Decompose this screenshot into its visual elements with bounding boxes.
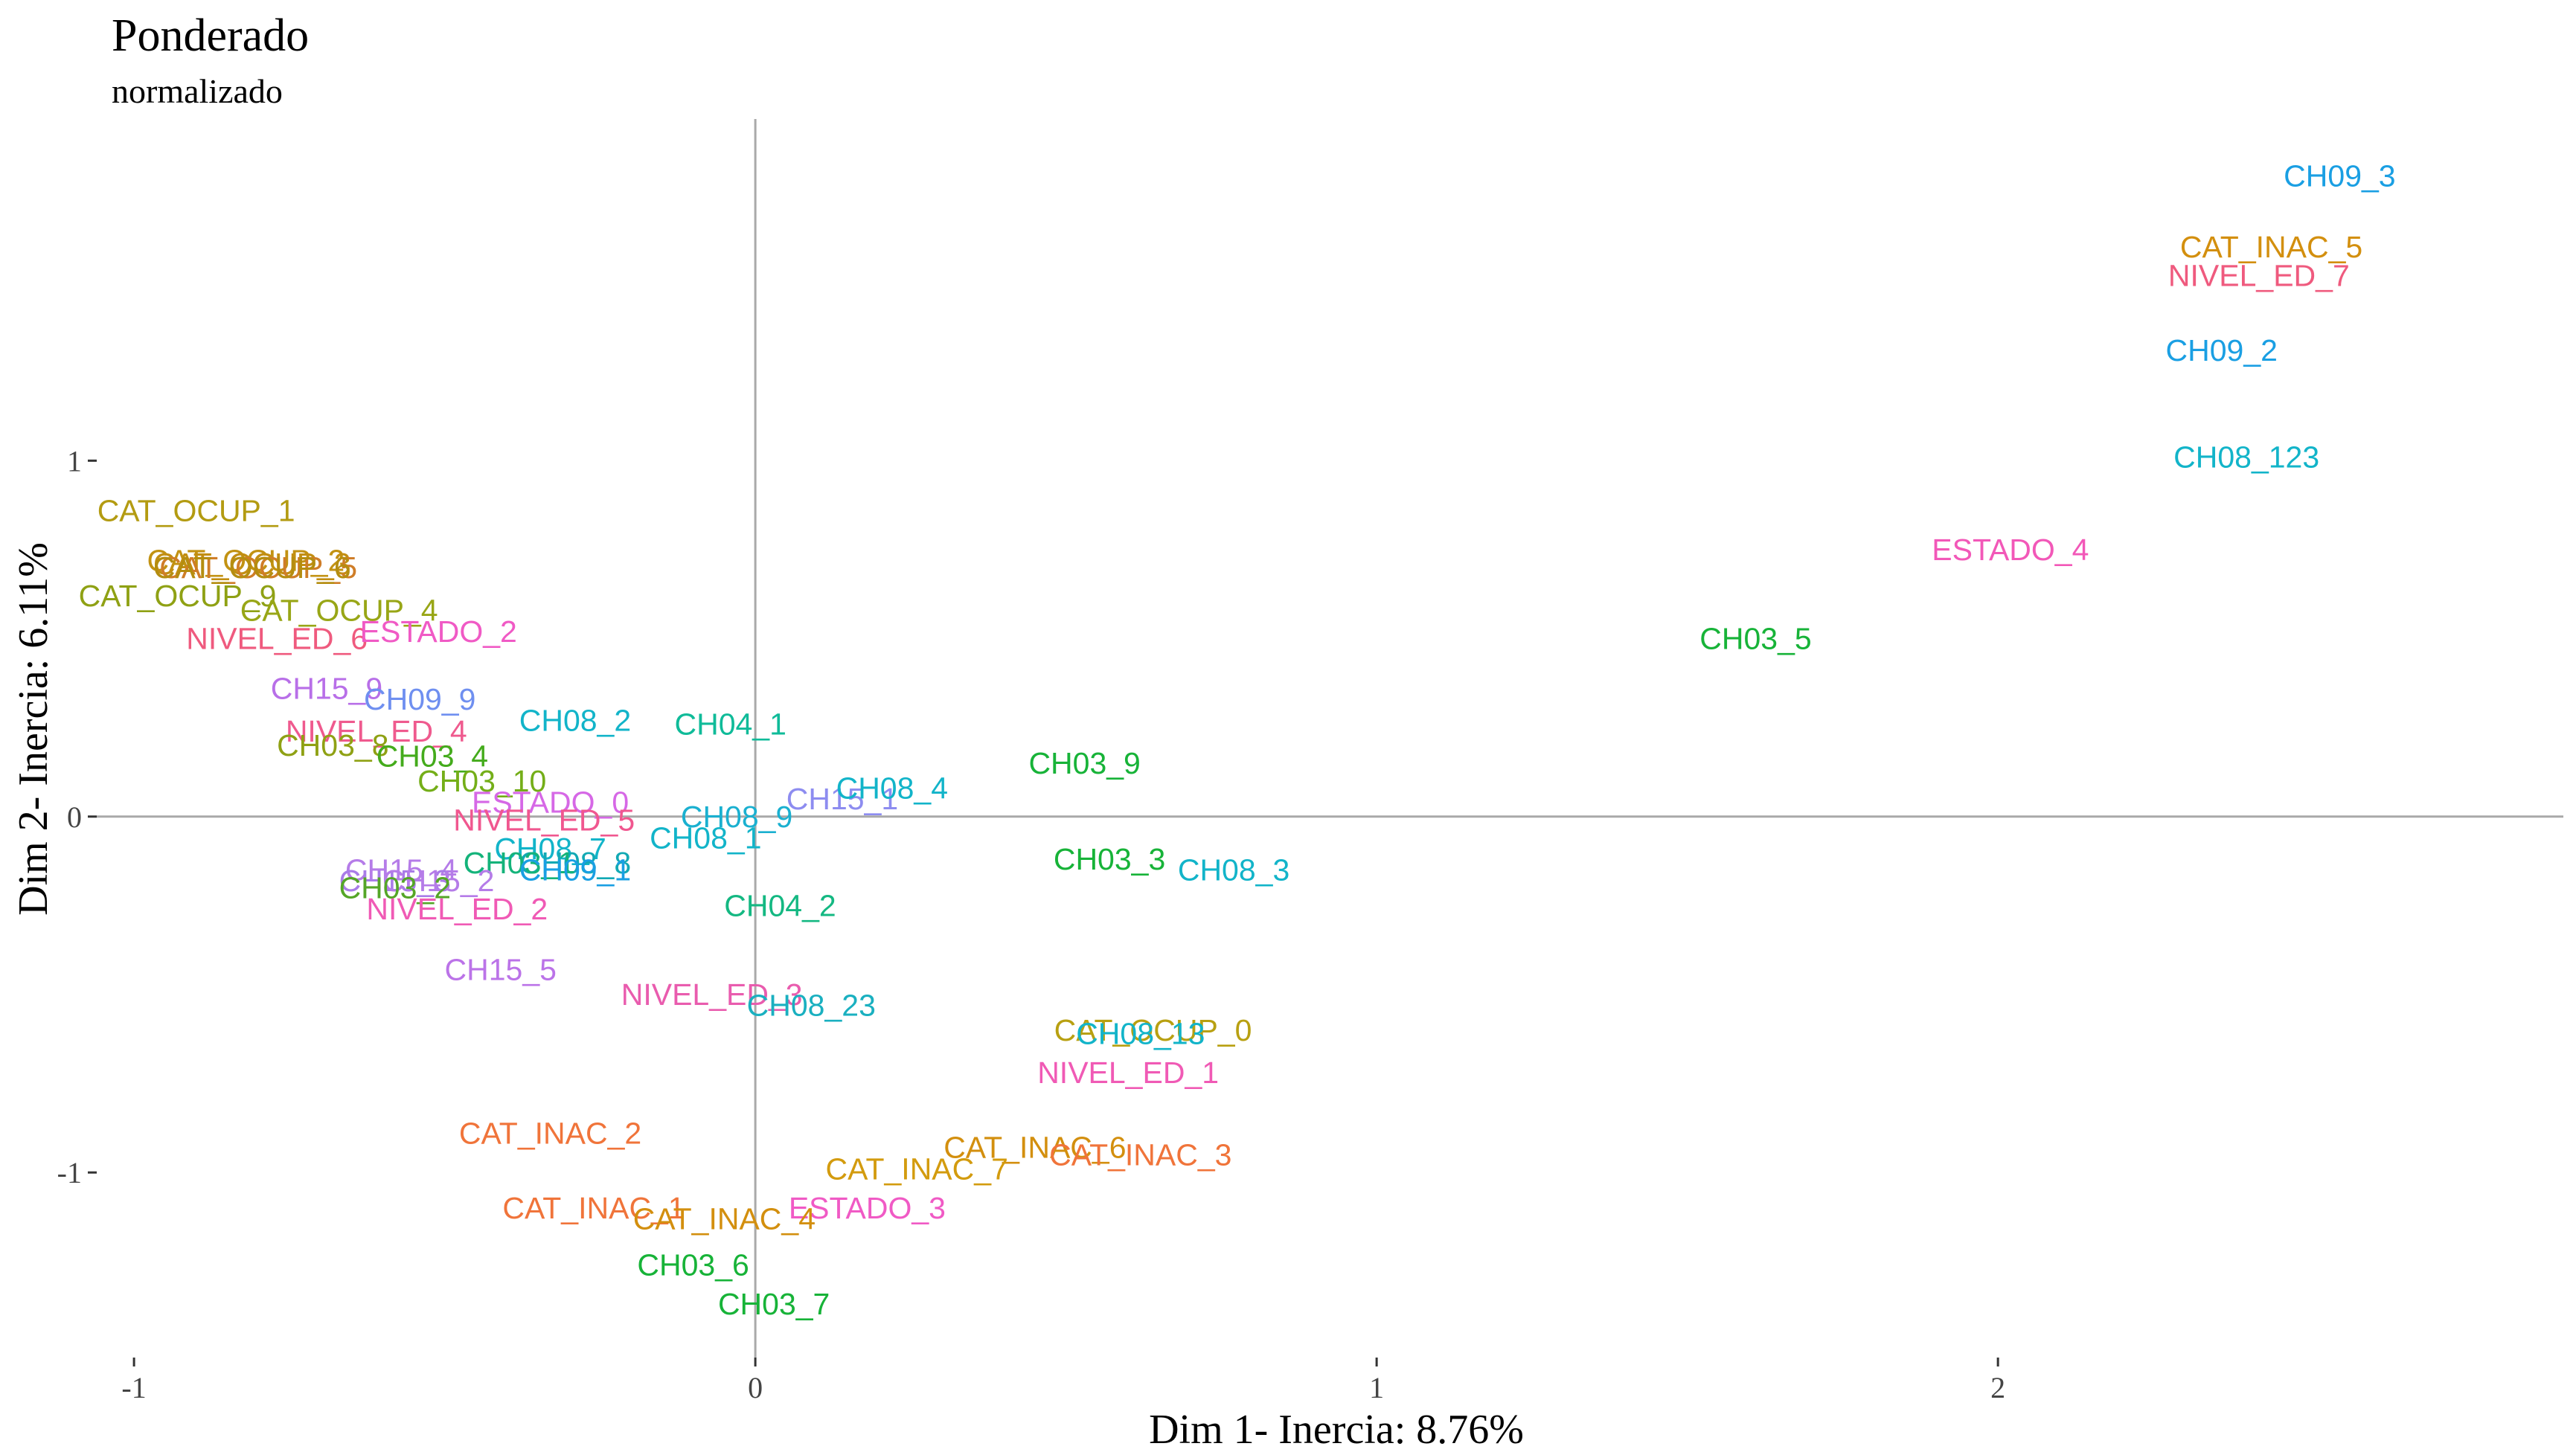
x-tick-label: 2 [1990, 1371, 2005, 1404]
point-label-ch03-7: CH03_7 [718, 1287, 830, 1321]
point-label-nivel-ed-1: NIVEL_ED_1 [1037, 1056, 1219, 1090]
y-axis-title: Dim 2- Inercia: 6.11% [10, 542, 57, 916]
point-label-ch08-3: CH08_3 [1178, 853, 1289, 887]
point-label-ch15-5: CH15_5 [445, 952, 557, 986]
point-label-ch08-9: CH08_9 [681, 800, 792, 834]
point-label-cat-inac-7: CAT_INAC_7 [826, 1152, 1008, 1186]
point-label-cat-ocup-5: CAT_OCUP_5 [159, 550, 357, 585]
point-label-nivel-ed-7: NIVEL_ED_7 [2168, 259, 2350, 293]
point-label-ch03-2: CH03_2 [339, 870, 451, 905]
point-label-ch03-9: CH03_9 [1028, 746, 1140, 780]
point-label-estado-2: ESTADO_2 [360, 614, 517, 649]
point-label-ch08-13: CH08_13 [1076, 1017, 1205, 1051]
chart-title: Ponderado [112, 10, 309, 61]
point-label-ch08-4: CH08_4 [836, 771, 948, 805]
point-label-ch03-8: CH03_8 [277, 728, 388, 762]
point-label-nivel-ed-5: NIVEL_ED_5 [453, 803, 635, 838]
point-label-ch08-7: CH08_7 [494, 832, 606, 866]
point-label-estado-0: ESTADO_0 [472, 786, 629, 820]
point-label-ch03-6: CH03_6 [637, 1248, 749, 1282]
point-label-cat-ocup-3: CAT_OCUP_3 [153, 547, 351, 581]
point-label-cat-ocup-2: CAT_OCUP_2 [147, 543, 345, 577]
y-tick-label: -1 [57, 1156, 82, 1189]
point-label-ch15-4: CH15_4 [345, 853, 457, 887]
point-label-ch08-2: CH08_2 [519, 704, 631, 738]
y-axis-ticks: 1 0 -1 [57, 444, 97, 1189]
point-label-cat-inac-6: CAT_INAC_6 [943, 1131, 1126, 1165]
point-label-ch03-4: CH03_4 [377, 739, 488, 773]
point-label-cat-ocup-1: CAT_OCUP_1 [97, 493, 295, 527]
point-label-ch08-1: CH08_1 [650, 820, 761, 855]
point-label-nivel-ed-3: NIVEL_ED_3 [621, 977, 803, 1012]
point-label-cat-ocup-4: CAT_OCUP_4 [240, 593, 438, 627]
point-label-cat-inac-4: CAT_INAC_4 [633, 1201, 816, 1236]
point-label-ch08-23: CH08_23 [747, 988, 876, 1022]
point-label-ch03-10: CH03_10 [417, 764, 546, 798]
x-axis-title: Dim 1- Inercia: 8.76% [1149, 1407, 1524, 1453]
point-label-ch09-1: CH09_1 [519, 853, 631, 887]
point-label-ch04-1: CH04_1 [674, 707, 786, 741]
point-label-nivel-ed-4: NIVEL_ED_4 [286, 714, 467, 748]
point-label-cat-ocup-6: CAT_OCUP_6 [153, 550, 351, 585]
point-label-nivel-ed-6: NIVEL_ED_6 [186, 622, 368, 656]
y-tick-label: 1 [67, 444, 82, 478]
y-tick-label: 0 [67, 800, 82, 834]
point-label-ch09-2: CH09_2 [2166, 333, 2278, 367]
point-label-cat-inac-2: CAT_INAC_2 [459, 1117, 641, 1151]
point-label-ch03-5: CH03_5 [1699, 622, 1811, 656]
point-label-ch09-9: CH09_9 [364, 682, 475, 716]
point-label-ch08-123: CH08_123 [2173, 440, 2319, 475]
point-label-estado-3: ESTADO_3 [789, 1191, 946, 1225]
point-label-cat-ocup-9: CAT_OCUP_9 [79, 579, 277, 613]
point-label-ch04-2: CH04_2 [724, 888, 836, 922]
x-tick-label: 0 [748, 1371, 763, 1404]
point-label-ch03-1: CH03_1 [464, 846, 575, 880]
point-label-ch15-2: CH15_2 [382, 864, 494, 898]
point-label-ch15-9: CH15_9 [271, 672, 382, 706]
point-label-ch08-8: CH08_8 [519, 846, 631, 880]
point-label-cat-inac-5: CAT_INAC_5 [2180, 230, 2362, 264]
chart-subtitle: normalizado [112, 72, 283, 110]
point-label-cat-ocup-0: CAT_OCUP_0 [1054, 1013, 1252, 1047]
plot-area: -1 0 1 2 10-1 CH09_3CAT_INAC_5NIVEL_ED_7CH0… [57, 119, 2563, 1404]
point-label-cat-inac-1: CAT_INAC_1 [502, 1191, 685, 1225]
point-label-ch09-3: CH09_3 [2284, 159, 2395, 193]
point-label-ch15-3: CH15_3 [339, 864, 451, 898]
x-tick-label: -1 [121, 1371, 146, 1404]
point-label-ch15-1: CH15_1 [786, 782, 898, 816]
point-label-cat-inac-3: CAT_INAC_3 [1049, 1137, 1231, 1172]
point-label-estado-4: ESTADO_4 [1932, 533, 2089, 567]
point-label-ch03-3: CH03_3 [1054, 842, 1165, 876]
x-tick-label: 1 [1369, 1371, 1384, 1404]
point-label-nivel-ed-2: NIVEL_ED_2 [366, 892, 548, 926]
x-axis-ticks: -1 0 1 2 [121, 1358, 2005, 1404]
